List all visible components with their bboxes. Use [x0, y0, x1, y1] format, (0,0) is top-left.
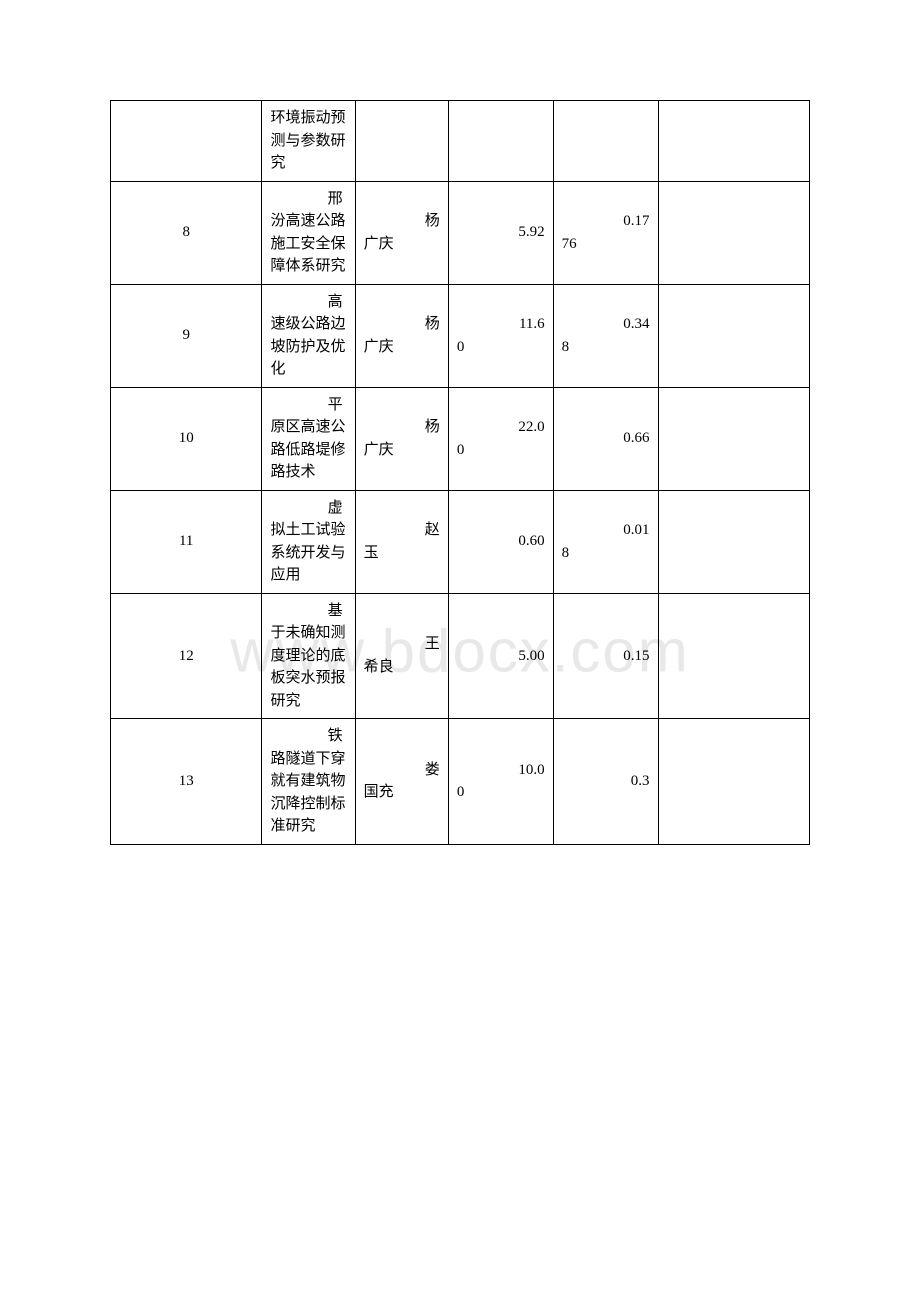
title-rest: 原区高速公路低路堤修路技术 — [270, 416, 346, 484]
table-row: 11 虚 拟土工试验系统开发与应用 赵 玉 0.60 0.01 8 — [111, 490, 810, 593]
title-first-char: 高 — [270, 291, 346, 314]
cell-name: 赵 玉 — [355, 490, 448, 593]
name-first: 杨 — [364, 210, 440, 233]
val2-rest: 8 — [562, 336, 650, 359]
val2-first: 0.17 — [562, 210, 650, 233]
cell-val2: 0.66 — [553, 387, 658, 490]
name-first: 赵 — [364, 519, 440, 542]
cell-name: 杨 广庆 — [355, 387, 448, 490]
val2-rest: 8 — [562, 542, 650, 565]
table-row: 13 铁 路隧道下穿就有建筑物沉降控制标准研究 娄 国充 10.0 0 0.3 — [111, 719, 810, 845]
cell-name: 王 希良 — [355, 593, 448, 719]
cell-title: 基 于未确知测度理论的底板突水预报研究 — [262, 593, 355, 719]
data-table: 环境振动预测与参数研究 8 邢 汾高速公路施工安全保障体系研究 杨 广庆 5.9… — [110, 100, 810, 845]
cell-val1: 22.0 0 — [448, 387, 553, 490]
val1-first: 10.0 — [457, 759, 545, 782]
val2-first: 0.01 — [562, 519, 650, 542]
cell-note — [658, 593, 810, 719]
cell-val1: 0.60 — [448, 490, 553, 593]
cell-val1: 10.0 0 — [448, 719, 553, 845]
table-row: 8 邢 汾高速公路施工安全保障体系研究 杨 广庆 5.92 0.17 76 — [111, 181, 810, 284]
cell-val1: 5.00 — [448, 593, 553, 719]
cell-title: 环境振动预测与参数研究 — [262, 101, 355, 182]
table-row: 环境振动预测与参数研究 — [111, 101, 810, 182]
name-first: 杨 — [364, 416, 440, 439]
cell-title: 平 原区高速公路低路堤修路技术 — [262, 387, 355, 490]
cell-note — [658, 490, 810, 593]
title-rest: 速级公路边坡防护及优化 — [270, 313, 346, 381]
cell-name — [355, 101, 448, 182]
cell-title: 铁 路隧道下穿就有建筑物沉降控制标准研究 — [262, 719, 355, 845]
cell-num: 12 — [111, 593, 262, 719]
cell-num: 13 — [111, 719, 262, 845]
cell-val2: 0.15 — [553, 593, 658, 719]
cell-title: 虚 拟土工试验系统开发与应用 — [262, 490, 355, 593]
val1-first: 22.0 — [457, 416, 545, 439]
cell-val2: 0.3 — [553, 719, 658, 845]
cell-note — [658, 387, 810, 490]
cell-note — [658, 101, 810, 182]
cell-note — [658, 284, 810, 387]
cell-name: 杨 广庆 — [355, 284, 448, 387]
cell-note — [658, 181, 810, 284]
title-first-char: 铁 — [270, 725, 346, 748]
cell-val1 — [448, 101, 553, 182]
title-first-char: 平 — [270, 394, 346, 417]
table-row: 9 高 速级公路边坡防护及优化 杨 广庆 11.6 0 0.34 8 — [111, 284, 810, 387]
cell-val2: 0.01 8 — [553, 490, 658, 593]
cell-num: 10 — [111, 387, 262, 490]
cell-name: 娄 国充 — [355, 719, 448, 845]
name-rest: 国充 — [364, 781, 440, 804]
name-first: 王 — [364, 633, 440, 656]
cell-num: 9 — [111, 284, 262, 387]
name-rest: 广庆 — [364, 233, 440, 256]
val1-rest: 0 — [457, 781, 545, 804]
val1-first: 11.6 — [457, 313, 545, 336]
cell-val2: 0.17 76 — [553, 181, 658, 284]
val2-rest: 76 — [562, 233, 650, 256]
title-rest: 汾高速公路施工安全保障体系研究 — [270, 210, 346, 278]
title-first-char: 基 — [270, 600, 346, 623]
cell-title: 邢 汾高速公路施工安全保障体系研究 — [262, 181, 355, 284]
name-rest: 广庆 — [364, 439, 440, 462]
title-first-char: 邢 — [270, 188, 346, 211]
title-rest: 路隧道下穿就有建筑物沉降控制标准研究 — [270, 748, 346, 838]
cell-val1: 5.92 — [448, 181, 553, 284]
table-row: 12 基 于未确知测度理论的底板突水预报研究 王 希良 5.00 0.15 — [111, 593, 810, 719]
name-first: 娄 — [364, 759, 440, 782]
val2-first: 0.34 — [562, 313, 650, 336]
cell-note — [658, 719, 810, 845]
val1-rest: 0 — [457, 439, 545, 462]
table-row: 10 平 原区高速公路低路堤修路技术 杨 广庆 22.0 0 0.66 — [111, 387, 810, 490]
name-rest: 玉 — [364, 542, 440, 565]
cell-name: 杨 广庆 — [355, 181, 448, 284]
title-rest: 拟土工试验系统开发与应用 — [270, 519, 346, 587]
cell-num: 11 — [111, 490, 262, 593]
cell-val2 — [553, 101, 658, 182]
cell-num — [111, 101, 262, 182]
name-rest: 希良 — [364, 656, 440, 679]
val1-rest: 0 — [457, 336, 545, 359]
title-first-char: 虚 — [270, 497, 346, 520]
cell-val1: 11.6 0 — [448, 284, 553, 387]
title-text: 环境振动预测与参数研究 — [270, 107, 346, 175]
name-rest: 广庆 — [364, 336, 440, 359]
cell-val2: 0.34 8 — [553, 284, 658, 387]
title-rest: 于未确知测度理论的底板突水预报研究 — [270, 622, 346, 712]
cell-title: 高 速级公路边坡防护及优化 — [262, 284, 355, 387]
name-first: 杨 — [364, 313, 440, 336]
cell-num: 8 — [111, 181, 262, 284]
